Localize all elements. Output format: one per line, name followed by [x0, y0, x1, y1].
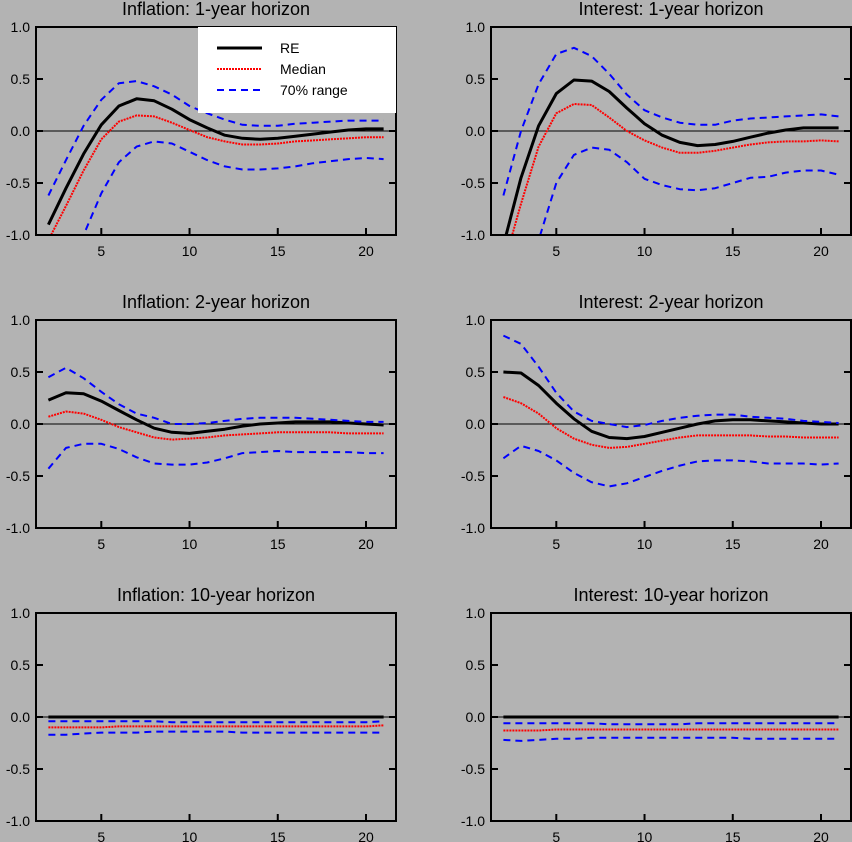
y-tick-label: 0.5 — [11, 364, 31, 380]
x-tick-label: 15 — [725, 536, 741, 552]
y-tick-label: 1.0 — [11, 605, 31, 621]
y-tick-label: 0.5 — [466, 364, 486, 380]
series-line-re — [503, 370, 839, 441]
x-tick-label: 15 — [725, 829, 741, 842]
x-tick-label: 10 — [182, 829, 198, 842]
x-tick-label: 5 — [552, 829, 560, 842]
series-line-range-lower — [47, 442, 384, 470]
series-line-median — [49, 114, 384, 235]
panel-5: Inflation: 10-year horizon 1.0 0.5 0.0 -0.5 -… — [6, 585, 397, 842]
series-line-range-upper — [502, 46, 839, 196]
series-line-range-lower — [82, 140, 384, 235]
x-tick-label: 20 — [813, 829, 829, 842]
panel-title: Interest: 10-year horizon — [573, 585, 768, 605]
y-tick-label: 0.0 — [466, 709, 486, 725]
x-tick-label: 20 — [358, 243, 374, 259]
panel-3: Inflation: 2-year horizon 1.0 0.5 0.0 -0.5 -1… — [6, 292, 397, 552]
x-tick-label: 20 — [813, 243, 829, 259]
series-line-range-lower — [502, 444, 839, 488]
y-tick-label: 0.5 — [466, 657, 486, 673]
panel-title: Interest: 1-year horizon — [578, 0, 763, 19]
y-tick-label: 1.0 — [11, 19, 31, 35]
series-line-range-lower — [48, 730, 384, 736]
x-tick-label: 15 — [270, 829, 286, 842]
series-line-re — [504, 78, 839, 235]
series-line-range-upper — [47, 80, 384, 196]
series-line-re — [47, 97, 384, 226]
y-tick-label: 0.0 — [466, 123, 486, 139]
x-tick-label: 5 — [552, 243, 560, 259]
y-tick-label: 0.5 — [11, 71, 31, 87]
y-tick-label: 1.0 — [466, 605, 486, 621]
series-line-median — [511, 103, 839, 235]
y-tick-label: -1.0 — [461, 813, 485, 829]
series-line-median — [48, 410, 384, 441]
y-tick-label: -1.0 — [6, 227, 30, 243]
series-line-re — [47, 391, 384, 435]
legend-label-70-range: 70% range — [280, 82, 348, 98]
x-tick-label: 5 — [97, 536, 105, 552]
panel-title: Inflation: 1-year horizon — [122, 0, 310, 19]
legend-label-re: RE — [280, 40, 299, 56]
y-tick-label: -0.5 — [461, 761, 485, 777]
panel-1: Inflation: 1-year horizon 1.0 0.5 0.0 -0.5 -1… — [6, 0, 397, 259]
panel-title: Inflation: 10-year horizon — [117, 585, 315, 605]
y-tick-label: 0.0 — [466, 416, 486, 432]
x-tick-label: 10 — [637, 829, 653, 842]
x-tick-label: 20 — [358, 536, 374, 552]
panel-title: Interest: 2-year horizon — [578, 292, 763, 312]
panel-2: Interest: 1-year horizon 1.0 0.5 0.0 -0.5 -1.… — [461, 0, 852, 259]
series-line-range-lower — [539, 146, 839, 235]
series-line-range-upper — [48, 720, 384, 724]
x-tick-label: 10 — [182, 536, 198, 552]
y-tick-label: 0.5 — [466, 71, 486, 87]
series-line-median — [503, 396, 839, 449]
series-line-median — [48, 724, 384, 729]
x-tick-label: 10 — [637, 243, 653, 259]
y-tick-label: 0.0 — [11, 416, 31, 432]
legend: RE Median 70% range — [198, 27, 396, 113]
x-tick-label: 20 — [813, 536, 829, 552]
y-tick-label: -1.0 — [6, 813, 30, 829]
x-tick-label: 15 — [270, 536, 286, 552]
x-tick-label: 5 — [97, 243, 105, 259]
x-tick-label: 20 — [358, 829, 374, 842]
y-tick-label: -0.5 — [461, 175, 485, 191]
x-tick-label: 10 — [182, 243, 198, 259]
y-tick-label: -1.0 — [461, 520, 485, 536]
y-tick-label: 0.5 — [11, 657, 31, 673]
panel-title: Inflation: 2-year horizon — [122, 292, 310, 312]
legend-label-median: Median — [280, 61, 326, 77]
y-tick-label: -1.0 — [461, 227, 485, 243]
y-tick-label: -0.5 — [6, 175, 30, 191]
panel-4: Interest: 2-year horizon 1.0 0.5 0.0 -0.5 -1.… — [461, 292, 852, 552]
y-tick-label: -0.5 — [461, 468, 485, 484]
y-tick-label: 0.0 — [11, 709, 31, 725]
series-line-range-upper — [47, 366, 384, 425]
y-tick-label: -0.5 — [6, 468, 30, 484]
x-tick-label: 5 — [97, 829, 105, 842]
panel-6: Interest: 10-year horizon 1.0 0.5 0.0 -0.5 -1… — [461, 585, 852, 842]
y-tick-label: 1.0 — [11, 312, 31, 328]
series-line-median — [503, 728, 839, 732]
x-tick-label: 5 — [552, 536, 560, 552]
series-line-range-upper — [502, 334, 839, 429]
y-tick-label: 1.0 — [466, 19, 486, 35]
y-tick-label: -1.0 — [6, 520, 30, 536]
y-tick-label: 0.0 — [11, 123, 31, 139]
y-tick-label: -0.5 — [6, 761, 30, 777]
x-tick-label: 15 — [270, 243, 286, 259]
x-tick-label: 10 — [637, 536, 653, 552]
x-tick-label: 15 — [725, 243, 741, 259]
series-line-range-lower — [503, 736, 839, 742]
series-line-range-upper — [503, 722, 839, 726]
y-tick-label: 1.0 — [466, 312, 486, 328]
